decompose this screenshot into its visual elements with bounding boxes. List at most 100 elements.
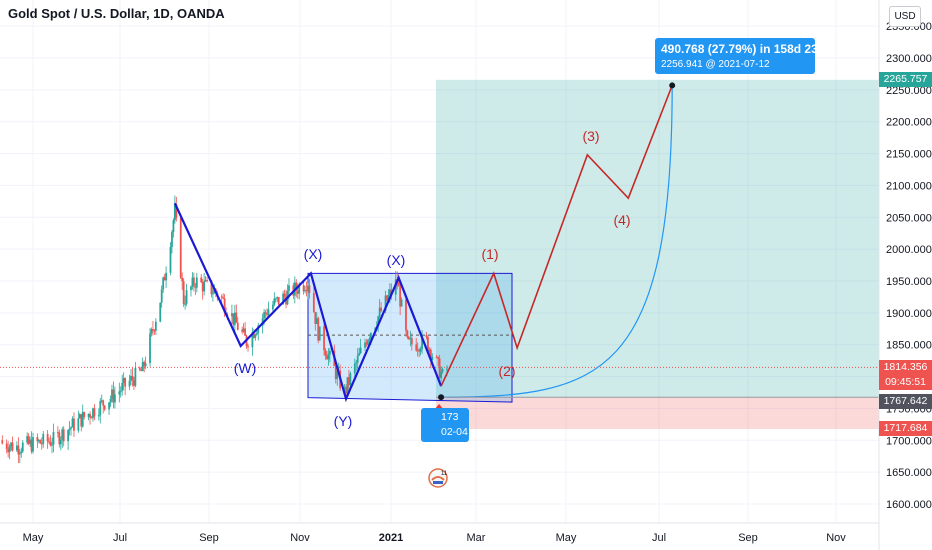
- candle-body: [21, 442, 24, 452]
- measure-arc[interactable]: [441, 85, 673, 398]
- candle-body: [5, 443, 8, 449]
- candle-body: [163, 277, 166, 281]
- candle-body: [437, 357, 440, 359]
- candle-body: [346, 377, 349, 394]
- wave-label-x1: (X): [304, 246, 323, 262]
- candle-body: [111, 389, 113, 399]
- candle-body: [425, 335, 428, 337]
- candle-body: [83, 412, 86, 418]
- candle-body: [235, 312, 238, 323]
- candle-body: [324, 350, 327, 356]
- candle-body: [118, 391, 121, 395]
- candle-body: [160, 289, 163, 303]
- wave-zigzag-line[interactable]: [173, 202, 443, 403]
- candle-body: [62, 429, 65, 442]
- candle-body: [138, 367, 141, 370]
- candle-body: [377, 316, 380, 327]
- measure-tooltip-sub: 2256.941 @ 2021-07-12: [661, 59, 770, 70]
- entry-point-marker[interactable]: [438, 394, 445, 401]
- price-tick-label: 2300.000: [886, 53, 932, 65]
- candle-body: [37, 440, 40, 442]
- candle-body: [140, 369, 143, 371]
- wave-label-group: (W) (X) (Y) (X) (1) (2) (3) (4): [234, 128, 631, 429]
- time-axis[interactable]: May Jul Sep Nov 2021 Mar May Jul Sep Nov: [0, 522, 879, 544]
- candle-body: [378, 307, 381, 317]
- candle-body: [56, 431, 59, 433]
- candle-body: [16, 445, 18, 451]
- candle-body: [318, 326, 321, 341]
- candle-body: [10, 442, 12, 447]
- time-tick-label: 2021: [379, 532, 403, 544]
- candle-body: [103, 405, 106, 410]
- candle-body: [108, 402, 110, 410]
- candle-body: [273, 298, 276, 305]
- candle-body: [200, 277, 203, 283]
- profit-zone[interactable]: [436, 79, 879, 398]
- wave-label-x2: (X): [387, 252, 406, 268]
- candle-body: [46, 433, 49, 442]
- candle-body: [326, 355, 328, 360]
- candle-body: [121, 382, 124, 391]
- candle-body: [114, 394, 116, 403]
- target-point-marker[interactable]: [669, 82, 676, 89]
- wave-label-p4: (4): [613, 212, 630, 228]
- time-tick-label: Jul: [652, 532, 666, 544]
- candle-body: [169, 246, 172, 273]
- candle-body: [130, 375, 132, 381]
- entry-price-tag: 1767.642: [879, 394, 932, 409]
- wave-label-p1: (1): [481, 246, 498, 262]
- time-tick-label: Nov: [290, 532, 310, 544]
- candle-body: [51, 444, 53, 446]
- candle-body: [251, 332, 254, 348]
- candle-body: [78, 414, 81, 419]
- candle-body: [26, 436, 29, 443]
- candle-body: [329, 350, 331, 355]
- candle-body: [365, 342, 368, 345]
- candle-body: [387, 294, 390, 301]
- candle-body: [304, 290, 306, 292]
- candle-body: [282, 293, 285, 305]
- candle-body: [150, 329, 153, 334]
- candle-body: [20, 451, 23, 453]
- candle-body: [7, 448, 10, 453]
- currency-button[interactable]: USD: [889, 6, 921, 27]
- candle-body: [92, 408, 94, 419]
- candle-body: [400, 299, 403, 307]
- candle-body: [315, 318, 318, 324]
- candle-body: [48, 441, 50, 443]
- candle-body: [102, 400, 105, 406]
- candle-body: [11, 442, 14, 451]
- candle-body: [143, 362, 146, 367]
- candle-body: [222, 297, 225, 299]
- candle-body: [171, 232, 173, 247]
- candle-body: [241, 329, 244, 332]
- candle-body: [134, 367, 137, 386]
- candle-body: [334, 366, 337, 379]
- candle-body: [421, 335, 423, 350]
- wave-label-p2: (2): [498, 363, 515, 379]
- time-tick-label: May: [556, 532, 577, 544]
- candle-body: [109, 398, 112, 403]
- candle-body: [8, 446, 11, 453]
- candle-body: [59, 439, 62, 445]
- time-tick-label: Sep: [738, 532, 758, 544]
- candle-body: [415, 344, 418, 351]
- candle-body: [97, 415, 100, 417]
- candle-body: [40, 443, 43, 445]
- measure-tooltip-main: 490.768 (27.79%) in 158d 23h: [661, 42, 826, 56]
- projection-path-line[interactable]: [440, 85, 673, 387]
- candle-body: [327, 354, 330, 360]
- candle-body: [276, 296, 279, 299]
- candle-body: [141, 362, 144, 371]
- candle-body: [93, 408, 96, 417]
- candle-body: [100, 400, 103, 402]
- candle-body: [405, 299, 407, 331]
- candle-body: [355, 362, 358, 364]
- candle-body: [162, 277, 165, 290]
- candle-body: [42, 433, 45, 444]
- time-tick-label: Mar: [467, 532, 486, 544]
- candle-body: [364, 342, 366, 348]
- author-logo-icon[interactable]: 11: [428, 468, 448, 488]
- candle-body: [124, 378, 127, 387]
